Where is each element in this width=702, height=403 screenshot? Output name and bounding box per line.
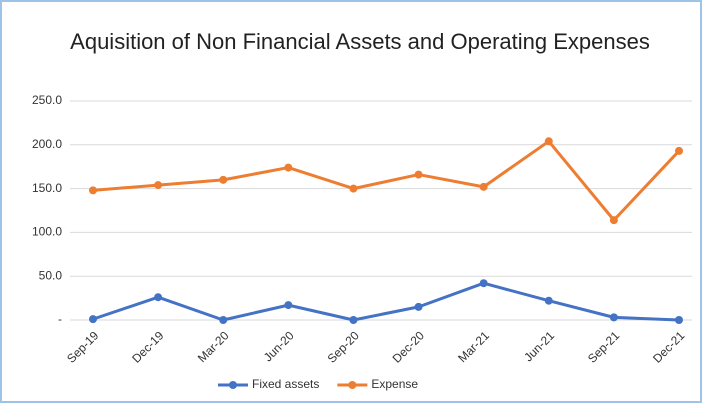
- series-line: [92, 281, 680, 322]
- data-point: [89, 186, 97, 195]
- x-tick-label: Sep-19: [64, 328, 101, 365]
- legend-label: Fixed assets: [252, 377, 319, 391]
- data-point: [609, 313, 618, 322]
- chart-title: Aquisition of Non Financial Assets and O…: [70, 29, 650, 54]
- series-line: [92, 139, 681, 222]
- x-tick-label: Sep-20: [325, 328, 362, 365]
- data-point: [89, 315, 97, 324]
- data-point: [349, 316, 358, 324]
- y-tick-label: 250.0: [32, 93, 62, 107]
- y-tick-label: 50.0: [39, 268, 63, 282]
- data-point: [154, 181, 163, 190]
- y-tick-label: 100.0: [32, 225, 62, 239]
- legend-label: Expense: [371, 377, 418, 391]
- y-tick-label: 200.0: [32, 137, 62, 151]
- x-tick-label: Dec-20: [390, 328, 427, 365]
- legend-marker: [348, 381, 357, 389]
- data-point: [479, 279, 488, 288]
- data-point: [219, 316, 228, 324]
- data-point: [154, 293, 163, 302]
- data-point: [284, 301, 293, 310]
- data-point: [675, 316, 683, 324]
- x-tick-label: Sep-21: [585, 328, 622, 365]
- data-point: [414, 302, 423, 311]
- x-tick-label: Dec-19: [129, 328, 166, 365]
- x-tick-label: Dec-21: [650, 328, 687, 365]
- data-point: [479, 182, 488, 191]
- data-point: [609, 216, 618, 225]
- x-tick-label: Jun-20: [261, 328, 297, 364]
- data-point: [544, 296, 553, 305]
- data-point: [284, 163, 293, 172]
- x-tick-label: Mar-20: [195, 328, 232, 365]
- data-point: [675, 146, 683, 155]
- x-tick-label: Mar-21: [455, 328, 492, 365]
- y-tick-label: 150.0: [32, 181, 62, 195]
- data-point: [349, 184, 358, 193]
- legend-marker: [229, 381, 237, 389]
- data-point: [219, 175, 228, 184]
- data-point: [544, 137, 553, 146]
- y-tick-label: -: [58, 312, 62, 326]
- x-tick-label: Jun-21: [521, 328, 557, 364]
- data-point: [414, 170, 423, 179]
